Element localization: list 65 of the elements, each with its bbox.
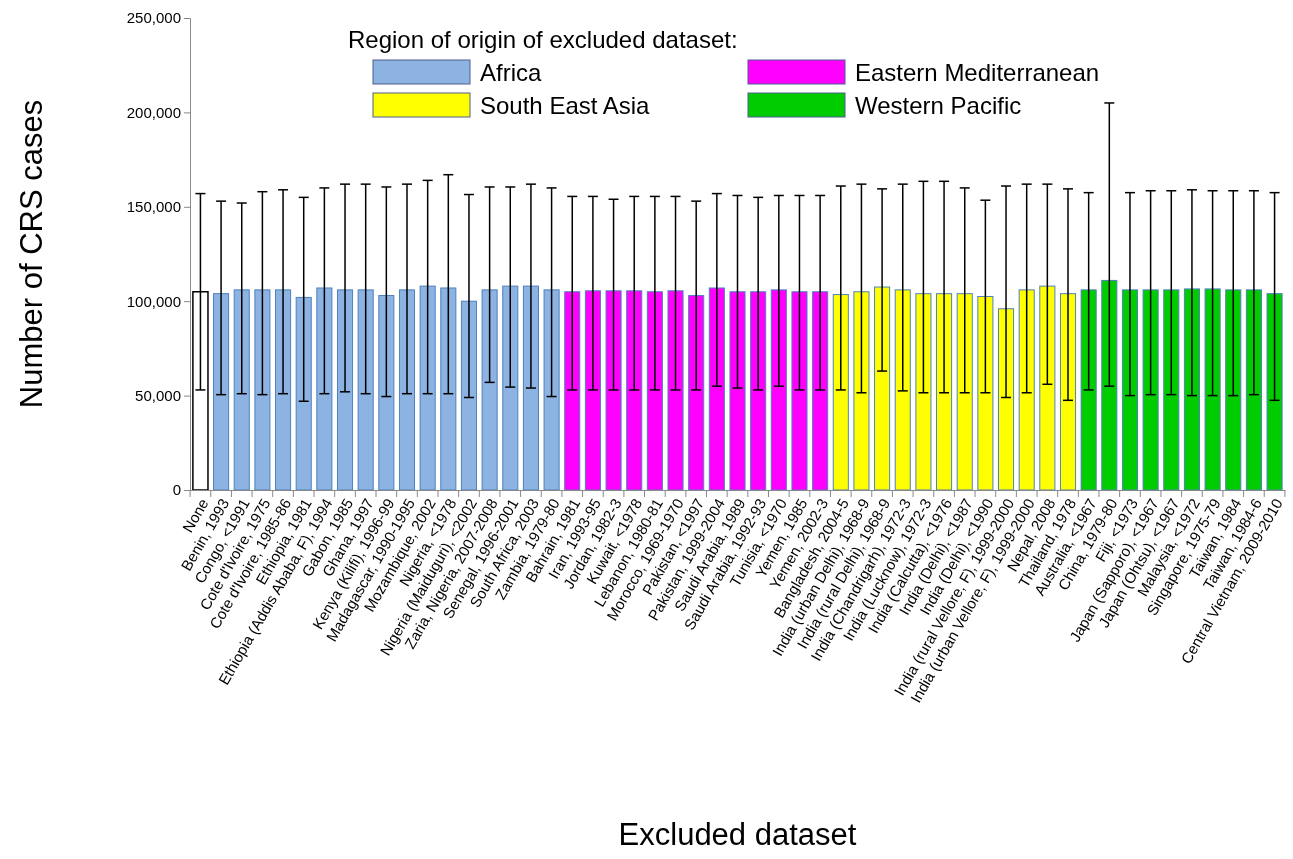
bar: [998, 308, 1015, 491]
bar: [605, 290, 622, 491]
bar: [1039, 285, 1056, 491]
y-tick-label: 100,000: [126, 292, 181, 310]
bar: [1101, 279, 1118, 491]
bar: [254, 289, 271, 491]
bar: [1204, 288, 1221, 491]
legend-title: Region of origin of excluded dataset:: [348, 26, 738, 53]
bar: [481, 289, 498, 491]
bar: [1142, 289, 1159, 491]
bar: [956, 293, 973, 491]
bar: [316, 287, 333, 491]
bar: [770, 289, 787, 491]
legend-label: South East Asia: [480, 92, 651, 119]
bar: [646, 291, 663, 491]
bar: [1121, 289, 1139, 491]
bar: [398, 289, 416, 491]
y-tick-label: 250,000: [126, 9, 181, 27]
bar: [1163, 289, 1180, 491]
bar: [1059, 293, 1077, 491]
bar: [688, 295, 705, 491]
bar: [936, 293, 953, 491]
legend-label: Africa: [480, 59, 542, 86]
bar: [626, 290, 643, 491]
bar: [460, 300, 478, 491]
bar: [233, 289, 250, 491]
y-tick-label: 50,000: [135, 386, 181, 404]
bar: [750, 291, 767, 491]
y-tick-label: 200,000: [126, 103, 181, 121]
bar: [791, 291, 808, 491]
bar: [1266, 293, 1283, 491]
bar: [295, 296, 312, 491]
y-tick-label: 0: [172, 481, 181, 499]
legend-label: Western Pacific: [855, 92, 1022, 119]
bar: [894, 289, 911, 491]
bar: [522, 285, 539, 491]
legend-label: Eastern Mediterranean: [855, 59, 1100, 86]
bar: [977, 295, 994, 491]
bar: [1245, 289, 1262, 491]
bar: [812, 291, 829, 491]
bar: [502, 285, 519, 491]
bar: [874, 286, 891, 491]
bar: [440, 287, 457, 491]
bar: [357, 289, 374, 491]
bar: [543, 289, 560, 491]
bar: [378, 295, 395, 491]
bar: [275, 289, 292, 491]
bar: [853, 291, 870, 491]
bar: [336, 289, 354, 491]
bar: [1183, 288, 1200, 491]
bar: [1080, 289, 1097, 491]
bar: [667, 290, 684, 491]
y-axis-title: Number of CRS cases: [14, 99, 49, 409]
x-axis-title: Excluded dataset: [618, 817, 857, 852]
y-tick-label: 150,000: [126, 198, 181, 216]
bar: [419, 285, 436, 491]
bar: [584, 290, 601, 491]
bar: [1018, 289, 1035, 491]
bar: [832, 294, 849, 491]
bar: [708, 287, 725, 491]
bar: [729, 291, 746, 491]
bar: [213, 293, 230, 491]
bar: [1225, 289, 1242, 491]
bar: [564, 291, 581, 491]
bar: [915, 293, 932, 491]
